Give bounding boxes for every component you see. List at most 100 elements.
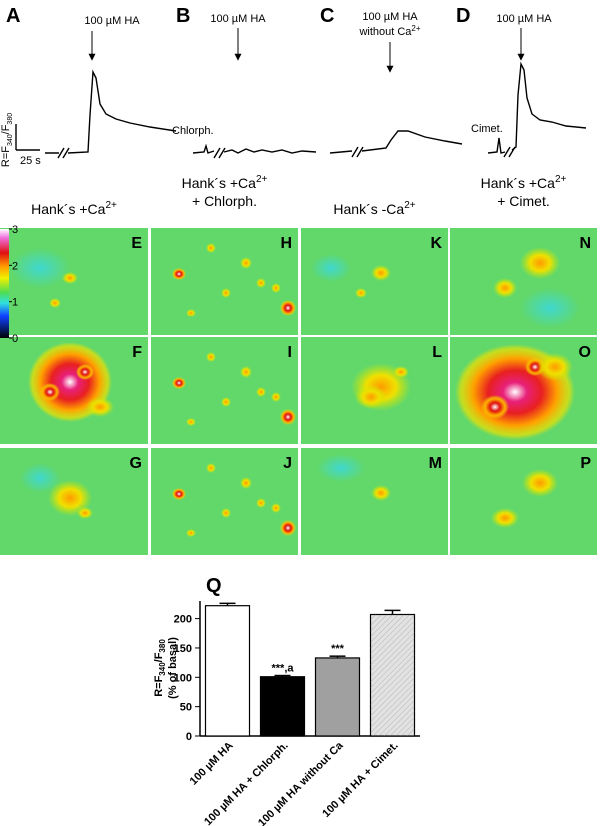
signal-blob <box>86 397 114 417</box>
subscript: 380 <box>158 639 167 653</box>
trace <box>45 69 177 154</box>
signal-blob <box>271 392 281 402</box>
signal-blob <box>49 298 61 308</box>
signal-blob <box>240 257 252 269</box>
signal-blob <box>240 477 252 489</box>
panel-letter: B <box>176 5 190 27</box>
signal-blob <box>271 503 281 513</box>
panel-letter: E <box>131 235 142 252</box>
signal-blob <box>20 463 60 493</box>
y-axis-label: R=F340/F380 <box>153 639 167 697</box>
significance-label: *** <box>331 643 345 655</box>
text-part: Hank´s +Ca <box>481 175 556 191</box>
signal-blob <box>371 265 391 281</box>
signal-blob <box>206 463 216 473</box>
stimulus-label: 100 µM HA <box>496 13 552 25</box>
colorbar-tick-label: 2 <box>12 260 18 272</box>
text-part: Hank´s -Ca <box>333 201 404 217</box>
y-tick-label: 0 <box>186 731 192 743</box>
panel-letter: M <box>429 455 442 472</box>
image-panel <box>151 228 298 335</box>
signal-blob <box>256 498 266 508</box>
signal-blob <box>280 300 296 316</box>
signal-blob <box>40 383 60 401</box>
text-part: R=F <box>153 675 165 696</box>
bar <box>314 657 361 737</box>
text-part: Hank´s +Ca <box>31 201 106 217</box>
signal-blob <box>240 366 252 378</box>
condition-label: without Ca2+ <box>358 24 420 38</box>
panel-letter: O <box>579 344 591 361</box>
column-header: + Cimet. <box>497 193 550 209</box>
colorbar-tick-label: 0 <box>12 333 18 345</box>
panel-letter: G <box>130 455 142 472</box>
signal-blob <box>186 529 196 537</box>
column-header: Hank´s +Ca2+ <box>481 174 567 191</box>
signal-blob <box>355 385 387 409</box>
signal-blob <box>77 507 93 519</box>
subscript: 340 <box>158 662 167 676</box>
colorbar <box>0 229 9 338</box>
column-header: + Chlorph. <box>192 193 257 209</box>
bar-hatch <box>370 614 415 736</box>
signal-blob <box>76 364 94 380</box>
column-header: Hank´s +Ca2+ <box>31 200 117 217</box>
panel-letter: P <box>580 455 591 472</box>
significance-label: ***,a <box>271 663 294 675</box>
signal-blob <box>10 248 70 288</box>
signal-blob <box>271 283 281 293</box>
signal-blob <box>520 247 560 279</box>
panel-letter: F <box>132 344 142 361</box>
break-mark <box>57 147 70 159</box>
text-part: without Ca <box>358 26 412 38</box>
y-tick-label: 100 <box>174 672 192 684</box>
signal-blob <box>172 268 186 280</box>
signal-blob <box>221 397 231 407</box>
scale-x-label: 25 s <box>20 155 41 167</box>
signal-blob <box>186 309 196 317</box>
signal-blob <box>221 508 231 518</box>
signal-blob <box>221 288 231 298</box>
signal-blob <box>280 520 296 536</box>
bar <box>204 605 251 737</box>
panel-letter: A <box>6 5 20 27</box>
signal-blob <box>48 480 92 516</box>
colorbar-tick-label: 1 <box>12 297 18 309</box>
trace-panels: A 100 µM HA R=F340/F380 25 s B 100 µM HA… <box>0 5 587 167</box>
text-part: Hank´s +Ca <box>182 175 257 191</box>
panel-letter: N <box>579 235 591 252</box>
stimulus-label: 100 µM HA <box>210 13 266 25</box>
signal-blob <box>493 278 517 298</box>
panel-letter: J <box>283 455 292 472</box>
signal-blob <box>481 395 509 419</box>
treatment-label: Chlorph. <box>172 125 214 137</box>
signal-blob <box>371 485 391 501</box>
superscript: 2+ <box>404 200 416 211</box>
trace <box>487 61 587 154</box>
signal-blob <box>393 366 409 378</box>
signal-blob <box>491 508 519 528</box>
signal-blob <box>317 454 365 482</box>
panel-letter: L <box>432 344 442 361</box>
superscript: 2+ <box>555 174 567 185</box>
panel-letter: Q <box>206 575 222 597</box>
signal-blob <box>62 272 78 284</box>
break-mark <box>351 146 364 158</box>
text-part: /F <box>0 124 12 134</box>
signal-blob <box>522 469 558 497</box>
column-header: Hank´s +Ca2+ <box>182 174 268 191</box>
stimulus-label: 100 µM HA <box>362 11 418 23</box>
image-panel <box>450 448 597 555</box>
colorbar-tick-label: 3 <box>12 224 18 236</box>
panel-letter: I <box>288 344 292 361</box>
signal-blob <box>537 353 573 381</box>
y-tick-label: 50 <box>180 702 192 714</box>
scale-y-label: R=F340/F380 <box>0 113 14 167</box>
stimulus-label: 100 µM HA <box>84 15 140 27</box>
signal-blob <box>172 488 186 500</box>
image-panel <box>151 337 298 444</box>
bar-chart: Q R=F340/F380 (% of basal) 0 50 100 150 200 1… <box>153 575 420 826</box>
signal-blob <box>520 288 580 328</box>
